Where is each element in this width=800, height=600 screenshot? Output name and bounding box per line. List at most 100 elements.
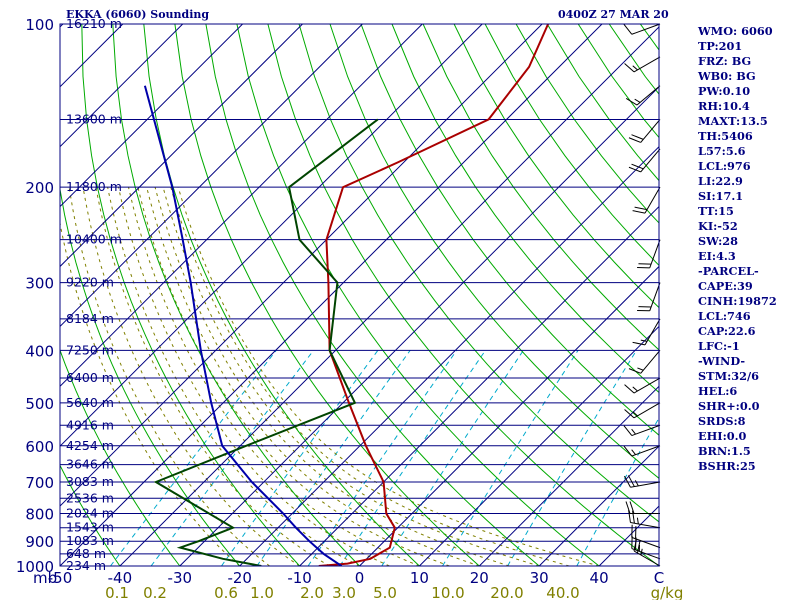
pressure-tick-label: 800 [25,505,54,523]
barb-feather [628,509,631,523]
index-item: TT:15 [698,204,734,218]
index-item: WMO: 6060 [698,24,773,38]
barb-half-feather [631,428,636,435]
barb-feather [625,97,638,106]
stability-indices-panel: WMO: 6060 TP:201 FRZ: BG WB0: BG PW:0.10 RH:1… [698,24,798,474]
pressure-tick-label: 900 [25,533,54,551]
index-item: CAPE:39 [698,279,753,293]
pressure-tick-label: 400 [25,342,54,360]
temperature-tick-label: -20 [227,569,252,587]
dry-adiabat [174,24,481,566]
dry-adiabat [60,348,181,566]
sounding-profiles [143,24,550,566]
pressure-unit-label: mb [33,569,57,587]
barb-feather [624,384,635,394]
mixing-ratio-line [339,350,486,566]
barb-staff [630,481,661,488]
index-item: STM:32/6 [698,369,759,383]
wind-barb [637,239,661,269]
index-item: MAXT:13.5 [698,114,768,128]
dry-adiabat [267,24,659,566]
height-label: 16210 m [66,16,122,31]
mixing-ratio-label: 0.2 [143,584,167,600]
barb-staff [640,119,661,143]
moist-adiabat [170,187,570,566]
barb-feather [623,475,631,488]
index-item: LI:22.9 [698,174,743,188]
temperature-tick-label: 10 [410,569,429,587]
barb-feather [624,63,635,73]
index-item: LFC:-1 [698,339,740,353]
mixing-ratio-label: 0.1 [105,584,129,600]
index-item: SW:28 [698,234,738,248]
dry-adiabat [298,24,659,523]
mixing-ratio-label: 40.0 [546,584,579,600]
barb-half-feather [632,411,638,417]
pressure-tick-label: 500 [25,395,54,413]
temperature-tick-label: -10 [287,569,312,587]
wind-barb [628,148,661,173]
dry-adiabat [391,24,659,394]
pressure-tick-label: 100 [25,16,54,34]
barb-staff [631,536,661,549]
isotherm [60,24,603,566]
index-item: WB0: BG [698,69,756,83]
index-item: SRDS:8 [698,414,746,428]
height-label: 4916 m [66,417,114,432]
index-item: SI:17.1 [698,189,744,203]
wind-barb [624,56,661,73]
barb-staff [644,186,661,214]
barb-staff [633,402,661,419]
index-item: TP:201 [698,39,743,53]
moist-adiabat [107,187,360,566]
index-item: -PARCEL- [698,264,759,278]
wind-barb [628,509,661,529]
mixing-ratio-label: 3.0 [332,584,356,600]
barb-feather [623,445,633,457]
barb-feather [627,475,635,487]
barb-half-feather [640,339,648,342]
mixing-ratio-line [307,350,458,566]
dry-adiabat [205,24,540,566]
height-label: 13600 m [66,111,122,126]
pressure-tick-label: 200 [25,179,54,197]
pressure-tick-label: 300 [25,275,54,293]
wind-barb [623,424,661,437]
index-item: L57:5.6 [698,144,746,158]
height-label: 9220 m [66,275,114,290]
isotherm [60,24,423,388]
barb-staff [640,349,661,374]
barb-feather [625,501,631,514]
dry-adiabat [81,24,301,566]
wind-barb [625,85,661,106]
temperature-tick-label: 30 [530,569,549,587]
index-item: BRN:1.5 [698,444,751,458]
index-item: FRZ: BG [698,54,752,68]
plot-frame [59,23,660,567]
barb-staff [633,377,661,394]
wind-barb [631,524,661,549]
barb-half-feather [632,65,638,71]
barb-staff [631,424,661,437]
barb-staff [636,85,661,106]
temperature-tick-label: -50 [48,569,73,587]
mixing-ratio-label: 10.0 [431,584,464,600]
mixing-ratio-label: 5.0 [373,584,397,600]
wind-barb [624,377,661,394]
barb-feather [624,409,635,419]
isotherm [179,86,659,566]
pressure-tick-label: 1000 [16,558,54,576]
chart-time: 0400Z 27 MAR 20 [558,8,669,21]
index-item: LCL:976 [698,159,751,173]
temperature-tick-label: 40 [590,569,609,587]
height-label: 2536 m [66,490,114,505]
mixing-ratio-line [576,417,659,566]
height-label: 8184 m [66,311,114,326]
dewpoint-profile [153,118,379,566]
index-item: PW:0.10 [698,84,751,98]
barb-feather [634,206,648,211]
height-label: 7250 m [66,342,114,357]
barb-half-feather [637,367,644,371]
isotherm [0,24,3,566]
